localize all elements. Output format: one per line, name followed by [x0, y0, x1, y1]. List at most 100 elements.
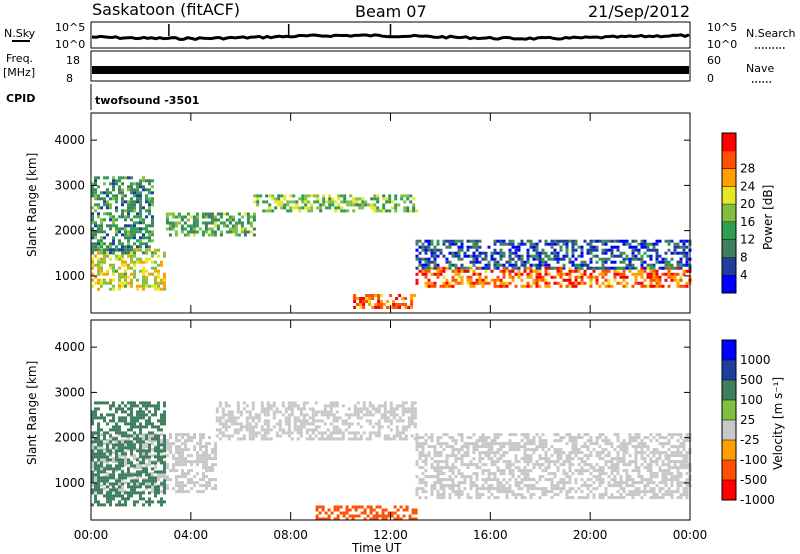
scatter-cell: [178, 451, 181, 455]
scatter-cell: [550, 257, 554, 261]
scatter-cell: [124, 500, 127, 504]
scatter-cell: [148, 245, 151, 249]
scatter-cell: [517, 466, 521, 470]
scatter-cell: [673, 242, 677, 246]
scatter-cell: [190, 463, 193, 467]
scatter-cell: [466, 475, 470, 479]
scatter-cell: [384, 517, 388, 521]
scatter-cell: [487, 487, 491, 491]
scatter-cell: [396, 514, 400, 518]
scatter-cell: [685, 245, 689, 249]
scatter-cell: [118, 287, 121, 291]
scatter-cell: [460, 275, 464, 279]
scatter-cell: [577, 457, 581, 461]
scatter-cell: [439, 460, 443, 464]
scatter-cell: [472, 245, 476, 249]
scatter-cell: [607, 284, 611, 288]
scatter-cell: [133, 188, 136, 192]
scatter-cell: [649, 457, 653, 461]
scatter-cell: [157, 269, 160, 273]
scatter-cell: [445, 260, 449, 264]
scatter-cell: [502, 242, 506, 246]
scatter-cell: [127, 401, 130, 405]
scatter-cell: [172, 487, 175, 491]
scatter-cell: [382, 209, 386, 213]
scatter-cell: [228, 230, 232, 234]
scatter-cell: [445, 445, 449, 449]
scatter-cell: [100, 449, 103, 453]
scatter-cell: [127, 185, 130, 189]
scatter-cell: [538, 454, 542, 458]
scatter-cell: [151, 191, 154, 195]
scatter-cell: [236, 404, 240, 408]
scatter-cell: [670, 478, 674, 482]
scatter-cell: [136, 410, 139, 414]
scatter-cell: [313, 200, 317, 204]
scatter-cell: [493, 433, 497, 437]
scatter-cell: [511, 469, 515, 473]
scatter-cell: [451, 472, 455, 476]
scatter-cell: [571, 242, 575, 246]
scatter-cell: [598, 493, 602, 497]
scatter-cell: [347, 425, 351, 429]
scatter-cell: [100, 413, 103, 417]
scatter-cell: [353, 404, 357, 408]
scatter-cell: [130, 419, 133, 423]
scatter-cell: [535, 263, 539, 267]
scatter-cell: [109, 454, 112, 458]
scatter-cell: [595, 281, 599, 285]
scatter-cell: [392, 416, 396, 420]
scatter-cell: [262, 209, 266, 213]
scatter-cell: [637, 251, 641, 255]
scatter-cell: [148, 443, 151, 447]
scatter-cell: [451, 466, 455, 470]
scatter-cell: [673, 475, 677, 479]
scatter-cell: [166, 484, 169, 488]
scatter-cell: [571, 448, 575, 452]
scatter-cell: [160, 449, 163, 453]
scatter-cell: [94, 452, 97, 456]
scatter-cell: [457, 457, 461, 461]
scatter-cell: [174, 221, 178, 225]
scatter-cell: [589, 260, 593, 264]
scatter-cell: [487, 263, 491, 267]
scatter-cell: [398, 416, 402, 420]
scatter-cell: [184, 439, 187, 443]
scatter-cell: [652, 448, 656, 452]
scatter-cell: [213, 215, 217, 219]
scatter-cell: [196, 472, 199, 476]
scatter-cell: [586, 484, 590, 488]
scatter-cell: [380, 413, 384, 417]
scatter-cell: [577, 463, 581, 467]
scatter-cell: [240, 224, 244, 228]
scatter-cell: [442, 496, 446, 500]
scatter-cell: [487, 281, 491, 285]
scatter-cell: [643, 451, 647, 455]
scatter-cell: [433, 263, 437, 267]
scatter-cell: [344, 428, 348, 432]
scatter-cell: [94, 488, 97, 492]
scatter-cell: [574, 436, 578, 440]
scatter-cell: [410, 401, 414, 405]
scatter-cell: [556, 272, 560, 276]
scatter-cell: [390, 511, 394, 515]
scatter-cell: [598, 284, 602, 288]
scatter-cell: [571, 472, 575, 476]
scatter-cell: [365, 419, 369, 423]
scatter-cell: [118, 449, 121, 453]
scatter-cell: [457, 433, 461, 437]
scatter-cell: [103, 272, 106, 276]
scatter-cell: [91, 221, 94, 225]
scatter-cell: [356, 303, 360, 306]
scatter-cell: [640, 454, 644, 458]
scatter-cell: [145, 269, 148, 273]
scatter-cell: [685, 490, 689, 494]
scatter-cell: [403, 206, 407, 210]
scatter-cell: [502, 251, 506, 255]
scatter-cell: [405, 508, 409, 512]
scatter-cell: [254, 425, 258, 429]
scatter-cell: [670, 272, 674, 276]
scatter-cell: [661, 436, 665, 440]
scatter-cell: [324, 517, 328, 521]
